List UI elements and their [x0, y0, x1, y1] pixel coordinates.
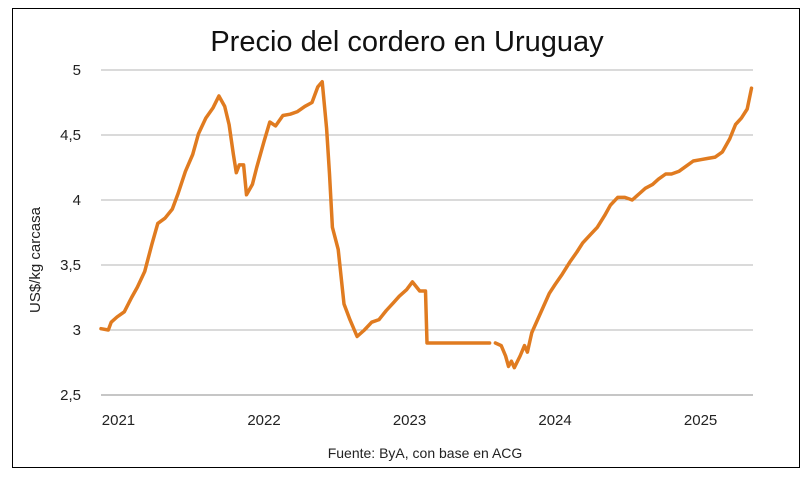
- y-tick-label: 2,5: [60, 387, 81, 404]
- series-lines: [99, 79, 754, 370]
- line-chart: Precio del cordero en Uruguay 2,5 3 3,5 4 4,…: [27, 26, 754, 461]
- y-tick-label: 4: [73, 192, 81, 209]
- gridlines: [101, 69, 753, 396]
- price-line-segment-1: [493, 86, 754, 370]
- x-axis-ticks: 2021 2022 2023 2024 2025: [102, 412, 718, 429]
- x-tick-label: 2025: [684, 412, 717, 429]
- source-note: Fuente: ByA, con base en ACG: [328, 445, 523, 461]
- y-tick-label: 3: [73, 322, 81, 339]
- price-line-segment-0: [99, 79, 492, 345]
- y-tick-label: 3,5: [60, 257, 81, 274]
- x-tick-label: 2024: [538, 412, 571, 429]
- y-tick-label: 4,5: [60, 127, 81, 144]
- y-axis-ticks: 2,5 3 3,5 4 4,5 5: [60, 62, 81, 404]
- chart-frame: Precio del cordero en Uruguay 2,5 3 3,5 4 4,…: [12, 8, 800, 468]
- x-tick-label: 2022: [247, 412, 280, 429]
- x-tick-label: 2021: [102, 412, 135, 429]
- chart-title: Precio del cordero en Uruguay: [210, 26, 604, 58]
- y-axis-label: US$/kg carcasa: [27, 206, 44, 313]
- x-tick-label: 2023: [393, 412, 426, 429]
- y-tick-label: 5: [73, 62, 81, 79]
